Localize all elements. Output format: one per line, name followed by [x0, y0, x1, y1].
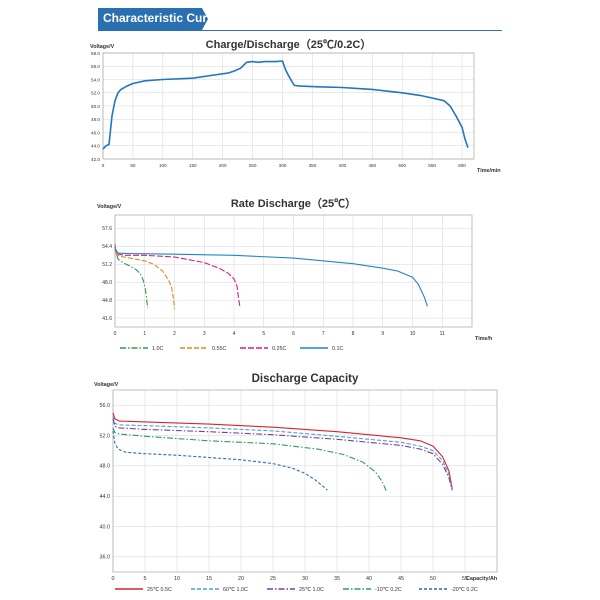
y-tick-label: 52.0 — [91, 91, 100, 96]
series-line-0 — [114, 244, 149, 309]
x-tick-label: 0 — [112, 576, 115, 582]
y-tick-label: 44.0 — [100, 494, 111, 500]
series-line-3 — [112, 427, 387, 492]
y-tick-label: 52.0 — [100, 433, 111, 439]
series-line-2 — [112, 418, 453, 491]
x-tick-label: 25 — [270, 576, 276, 582]
x-tick-label: 10 — [174, 576, 180, 582]
series-line-3 — [114, 248, 428, 307]
series-line-1 — [114, 245, 176, 310]
y-tick-label: 36.0 — [100, 555, 111, 561]
legend-label-1: 60℃ 1.0C — [223, 587, 248, 593]
legend-label-4: -20℃ 0.2C — [451, 587, 478, 593]
x-tick-label: 7 — [322, 331, 325, 337]
y-tick-label: 58.0 — [91, 51, 100, 56]
plot-frame — [112, 389, 498, 573]
banner-arrow — [202, 8, 208, 30]
x-axis-label: Time/min — [477, 168, 501, 174]
x-axis-label: Capacity/Ah — [466, 576, 497, 582]
series-line-4 — [112, 430, 328, 491]
legend-label-3: 0.1C — [332, 346, 343, 352]
x-tick-label: 150 — [189, 163, 197, 168]
y-tick-label: 41.6 — [102, 316, 112, 322]
x-tick-label: 500 — [398, 163, 406, 168]
x-tick-label: 100 — [159, 163, 167, 168]
x-tick-label: 45 — [398, 576, 404, 582]
x-tick-label: 0 — [114, 331, 117, 337]
chart-title: Charge/Discharge（25℃/0.2C） — [206, 38, 372, 51]
y-axis-label: Voltage/V — [97, 204, 122, 210]
y-tick-label: 48.0 — [91, 117, 100, 122]
plot-frame — [102, 52, 475, 160]
x-tick-label: 600 — [458, 163, 466, 168]
y-tick-label: 44.0 — [91, 144, 100, 149]
x-tick-label: 9 — [381, 331, 384, 337]
series-line-0 — [102, 60, 469, 150]
y-tick-label: 46.0 — [91, 130, 100, 135]
x-axis-label: Time/h — [475, 336, 492, 342]
legend-label-3: -10℃ 0.2C — [375, 587, 402, 593]
x-tick-label: 550 — [428, 163, 436, 168]
x-tick-label: 2 — [173, 331, 176, 337]
y-tick-label: 48.0 — [100, 464, 111, 470]
x-tick-label: 1 — [143, 331, 146, 337]
legend-label-2: 0.25C — [272, 346, 286, 352]
banner-bar — [98, 8, 202, 30]
section-title: Characteristic Curve — [103, 11, 221, 25]
x-tick-label: 30 — [302, 576, 308, 582]
y-tick-label: 40.0 — [100, 524, 111, 530]
x-tick-label: 6 — [292, 331, 295, 337]
y-axis-label: Voltage/V — [90, 44, 115, 50]
x-tick-label: 450 — [368, 163, 376, 168]
x-tick-label: 3 — [203, 331, 206, 337]
x-tick-label: 400 — [339, 163, 347, 168]
series-line-2 — [114, 246, 241, 308]
x-tick-label: 4 — [233, 331, 236, 337]
x-tick-label: 10 — [410, 331, 416, 337]
legend-label-2: 25℃ 1.0C — [299, 587, 324, 593]
x-tick-label: 35 — [334, 576, 340, 582]
series-line-1 — [112, 416, 453, 491]
chart-title: Discharge Capacity — [252, 373, 359, 385]
y-tick-label: 44.8 — [102, 298, 112, 304]
section-banner: Characteristic Curve — [98, 8, 220, 30]
x-tick-label: 200 — [219, 163, 227, 168]
x-tick-label: 11 — [440, 331, 445, 337]
x-tick-label: 40 — [366, 576, 372, 582]
series-line-0 — [112, 412, 453, 489]
y-tick-label: 54.4 — [102, 244, 112, 250]
x-tick-label: 20 — [238, 576, 244, 582]
chart-title: Rate Discharge（25℃） — [231, 197, 356, 210]
x-tick-label: 50 — [430, 576, 436, 582]
y-tick-label: 50.0 — [91, 104, 100, 109]
x-tick-label: 50 — [130, 163, 136, 168]
x-tick-label: 5 — [262, 331, 265, 337]
x-tick-label: 350 — [309, 163, 317, 168]
x-tick-label: 8 — [352, 331, 355, 337]
y-tick-label: 51.2 — [102, 262, 112, 268]
y-tick-label: 54.0 — [91, 77, 100, 82]
plot-frame — [114, 214, 473, 328]
y-axis-label: Voltage/V — [94, 382, 119, 388]
x-tick-label: 5 — [144, 576, 147, 582]
x-tick-label: 0 — [102, 163, 105, 168]
x-tick-label: 300 — [279, 163, 287, 168]
y-tick-label: 42.0 — [91, 157, 100, 162]
x-tick-label: 15 — [206, 576, 212, 582]
y-tick-label: 56.0 — [100, 403, 111, 409]
legend-label-0: 25℃ 0.5C — [147, 587, 172, 593]
y-tick-label: 57.6 — [102, 226, 112, 232]
x-tick-label: 55 — [462, 576, 468, 582]
legend-label-1: 0.55C — [212, 346, 226, 352]
legend-label-0: 1.0C — [152, 346, 163, 352]
y-tick-label: 48.0 — [102, 280, 112, 286]
y-tick-label: 56.0 — [91, 64, 100, 69]
x-tick-label: 250 — [249, 163, 257, 168]
banner-underline — [98, 30, 502, 31]
